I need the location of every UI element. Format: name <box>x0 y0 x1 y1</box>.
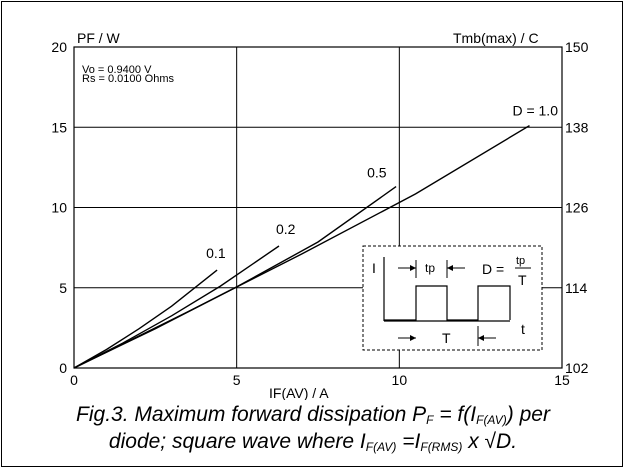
y2-tick-label: 150 <box>565 39 589 55</box>
series-label: 0.5 <box>367 165 387 181</box>
series-labels: 0.1 0.2 0.5 D = 1.0 <box>206 103 558 261</box>
y-ticks: 0 5 10 15 20 <box>51 39 67 376</box>
inset-formula-left: D = <box>482 261 504 277</box>
inset-tp-arrowhead-left <box>410 265 416 271</box>
inset-T-arrowhead-right <box>478 335 484 341</box>
y-tick-label: 10 <box>51 200 67 216</box>
series-label: 0.1 <box>206 245 226 261</box>
y-tick-label: 20 <box>51 39 67 55</box>
series-line <box>73 269 218 369</box>
param-vo: Vo = 0.9400 V <box>82 64 152 76</box>
series <box>73 124 530 369</box>
chart: 0 5 10 15 20 150 138 126 114 102 0 5 10 15 PF / W T… <box>51 30 589 400</box>
y2-ticks: 150 138 126 114 102 <box>565 39 589 376</box>
x-tick-label: 0 <box>70 372 78 388</box>
y2-tick-label: 102 <box>565 360 589 376</box>
inset-tp-arrowhead-right <box>447 265 453 271</box>
series-line <box>73 186 397 369</box>
x-tick-label: 5 <box>233 372 241 388</box>
x-ticks: 0 5 10 15 <box>70 372 570 388</box>
y-tick-label: 15 <box>51 119 67 135</box>
inset-border <box>362 245 543 351</box>
y2-tick-label: 126 <box>565 200 589 216</box>
series-line <box>73 124 530 369</box>
caption-line-2: diode; square wave where IF(AV) =IF(RMS)… <box>108 430 518 455</box>
inset-T-label: T <box>442 330 451 346</box>
inset-waveform <box>384 285 511 321</box>
y-tick-label: 0 <box>59 360 67 376</box>
caption-line-1: Fig.3. Maximum forward dissipation PF = … <box>76 403 550 428</box>
figure-caption: Fig.3. Maximum forward dissipation PF = … <box>0 404 626 458</box>
y2-tick-label: 114 <box>565 280 588 296</box>
inset-formula-denominator: T <box>518 272 527 288</box>
inset-T-arrowhead-left <box>410 335 416 341</box>
series-label: D = 1.0 <box>512 103 558 119</box>
y-tick-label: 5 <box>59 280 67 296</box>
x-tick-label: 15 <box>554 372 570 388</box>
y-axis-label: PF / W <box>77 30 121 46</box>
duty-cycle-inset: I t tp T D = tp T <box>362 245 543 351</box>
inset-t-label: t <box>521 321 525 337</box>
plot-border <box>73 46 563 369</box>
y2-tick-label: 138 <box>565 119 589 135</box>
y2-axis-label: Tmb(max) / C <box>453 30 539 46</box>
x-axis-label: IF(AV) / A <box>269 385 329 400</box>
param-rs: Rs = 0.0100 Ohms <box>82 73 175 85</box>
x-tick-label: 10 <box>392 372 408 388</box>
series-label: 0.2 <box>276 221 296 237</box>
inset-formula-numerator: tp <box>516 255 525 267</box>
inset-i-label: I <box>372 260 376 276</box>
inset-tp-label: tp <box>425 261 435 275</box>
